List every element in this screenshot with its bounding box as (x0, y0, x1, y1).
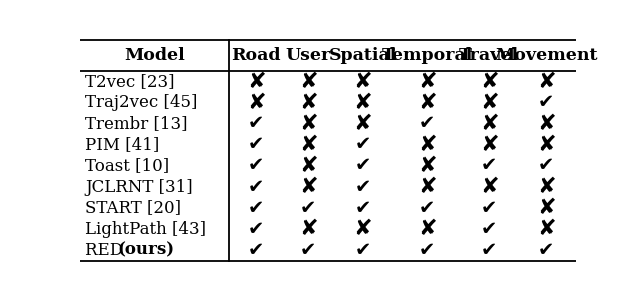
Text: ✔: ✔ (248, 114, 264, 134)
Text: ✘: ✘ (299, 72, 317, 92)
Text: ✔: ✔ (538, 240, 554, 260)
Text: Trembr [13]: Trembr [13] (85, 115, 188, 132)
Text: ✔: ✔ (419, 114, 435, 134)
Text: ✘: ✘ (537, 72, 556, 92)
Text: ✘: ✘ (418, 156, 436, 176)
Text: ✔: ✔ (419, 240, 435, 260)
Text: ✔: ✔ (481, 156, 497, 176)
Text: ✘: ✘ (299, 177, 317, 197)
Text: ✘: ✘ (418, 219, 436, 239)
Text: ✘: ✘ (299, 114, 317, 134)
Text: ✘: ✘ (537, 135, 556, 155)
Text: START [20]: START [20] (85, 200, 181, 217)
Text: User: User (285, 47, 331, 64)
Text: (ours): (ours) (117, 242, 174, 259)
Text: ✔: ✔ (248, 156, 264, 176)
Text: Road: Road (231, 47, 281, 64)
Text: ✔: ✔ (355, 240, 371, 260)
Text: Travel: Travel (459, 47, 519, 64)
Text: ✔: ✔ (481, 198, 497, 218)
Text: ✘: ✘ (353, 72, 372, 92)
Text: LightPath [43]: LightPath [43] (85, 221, 206, 238)
Text: PIM [41]: PIM [41] (85, 136, 159, 153)
Text: ✘: ✘ (353, 219, 372, 239)
Text: Temporal: Temporal (381, 47, 473, 64)
Text: ✘: ✘ (418, 177, 436, 197)
Text: ✘: ✘ (480, 72, 499, 92)
Text: ✘: ✘ (247, 72, 266, 92)
Text: JCLRNT [31]: JCLRNT [31] (85, 179, 193, 195)
Text: ✘: ✘ (299, 219, 317, 239)
Text: ✘: ✘ (537, 177, 556, 197)
Text: ✔: ✔ (355, 198, 371, 218)
Text: ✘: ✘ (299, 156, 317, 176)
Text: ✔: ✔ (248, 178, 264, 196)
Text: ✘: ✘ (480, 135, 499, 155)
Text: Toast [10]: Toast [10] (85, 157, 169, 174)
Text: ✘: ✘ (537, 114, 556, 134)
Text: ✔: ✔ (248, 220, 264, 239)
Text: ✘: ✘ (247, 93, 266, 113)
Text: Movement: Movement (495, 47, 598, 64)
Text: ✘: ✘ (353, 114, 372, 134)
Text: ✔: ✔ (248, 198, 264, 218)
Text: RED: RED (85, 242, 129, 259)
Text: Model: Model (124, 47, 185, 64)
Text: ✔: ✔ (248, 240, 264, 260)
Text: ✔: ✔ (538, 156, 554, 176)
Text: ✘: ✘ (480, 177, 499, 197)
Text: ✔: ✔ (481, 240, 497, 260)
Text: ✔: ✔ (248, 136, 264, 154)
Text: ✔: ✔ (481, 220, 497, 239)
Text: ✔: ✔ (300, 198, 316, 218)
Text: ✘: ✘ (299, 93, 317, 113)
Text: ✔: ✔ (538, 93, 554, 112)
Text: ✔: ✔ (355, 178, 371, 196)
Text: ✔: ✔ (419, 198, 435, 218)
Text: ✔: ✔ (355, 156, 371, 176)
Text: ✘: ✘ (480, 114, 499, 134)
Text: ✘: ✘ (418, 72, 436, 92)
Text: ✘: ✘ (418, 135, 436, 155)
Text: ✘: ✘ (537, 219, 556, 239)
Text: ✔: ✔ (355, 136, 371, 154)
Text: Spatial: Spatial (328, 47, 397, 64)
Text: T2vec [23]: T2vec [23] (85, 73, 175, 90)
Text: ✘: ✘ (353, 93, 372, 113)
Text: ✘: ✘ (480, 93, 499, 113)
Text: ✔: ✔ (300, 240, 316, 260)
Text: ✘: ✘ (418, 93, 436, 113)
Text: Traj2vec [45]: Traj2vec [45] (85, 94, 197, 111)
Text: ✘: ✘ (537, 198, 556, 218)
Text: ✘: ✘ (299, 135, 317, 155)
